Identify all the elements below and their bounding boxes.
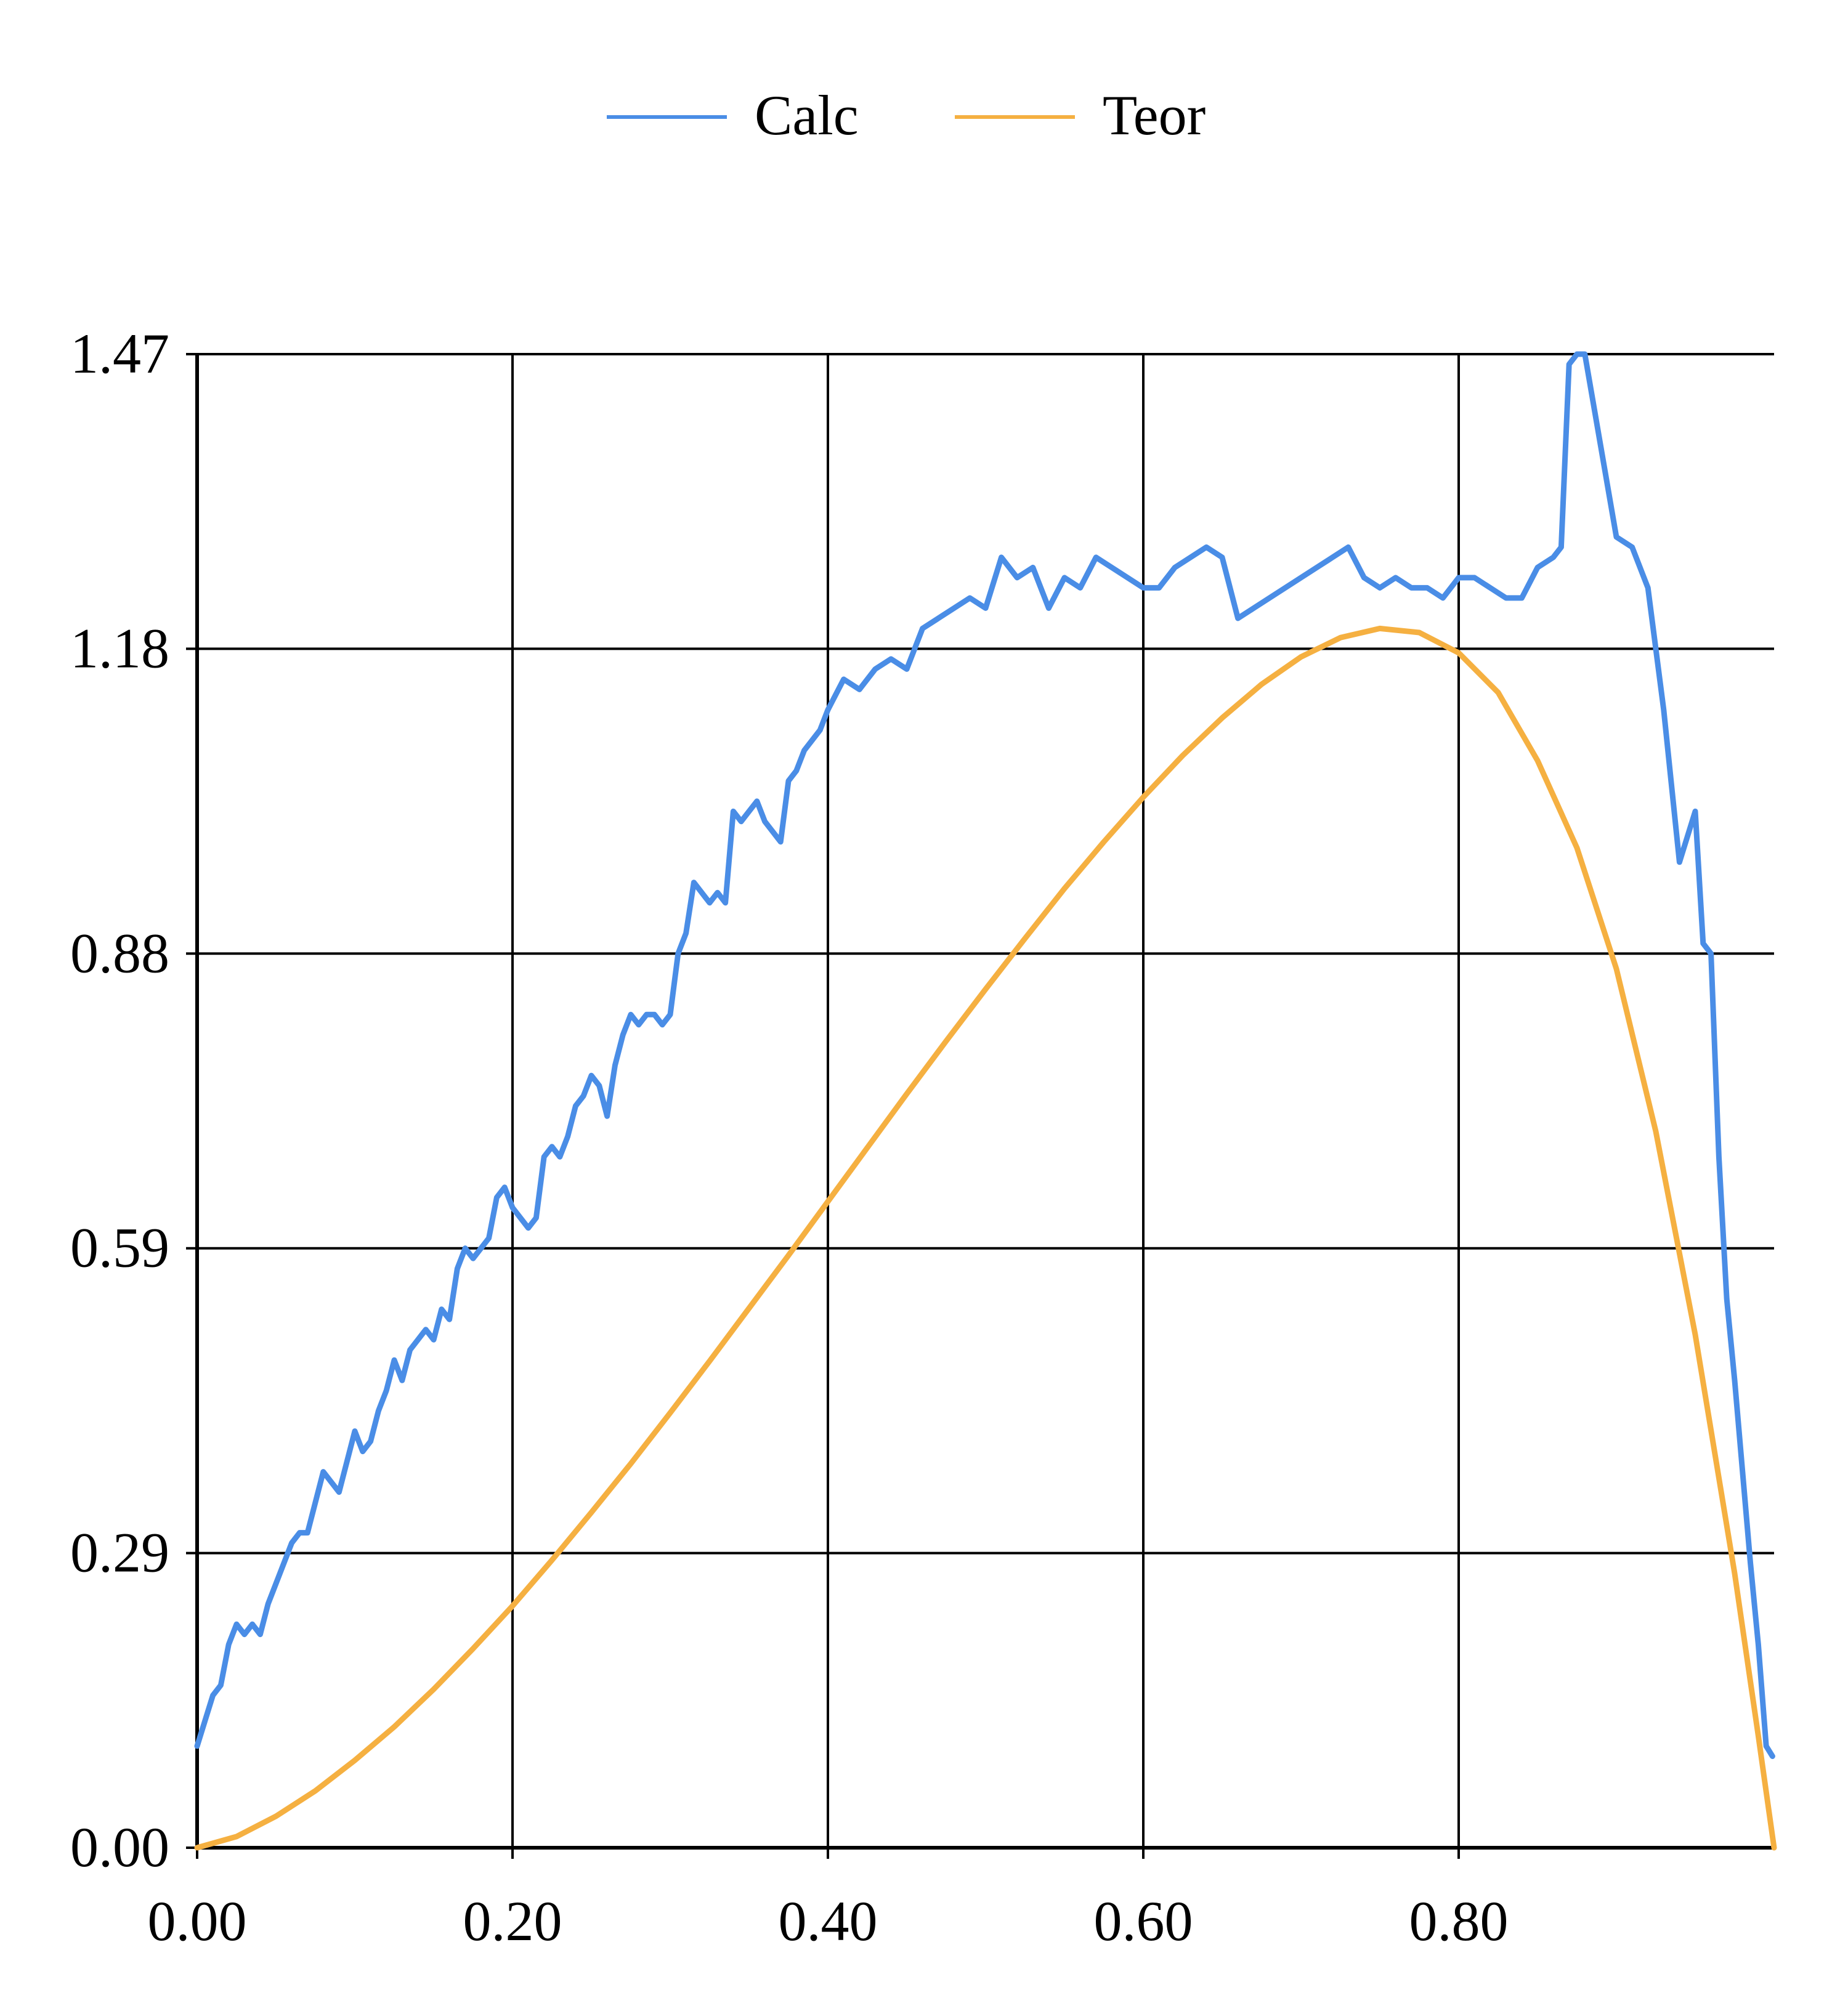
y-tick-label: 0.59 bbox=[70, 1216, 169, 1279]
y-tick-labels: 0.00 0.29 0.59 0.88 1.18 1.47 bbox=[70, 322, 169, 1879]
y-tick-label: 0.29 bbox=[70, 1521, 169, 1584]
axes bbox=[186, 353, 1774, 1859]
x-tick-labels: 0.00 0.20 0.40 0.60 0.80 bbox=[148, 1890, 1509, 1952]
grid bbox=[196, 353, 1774, 1849]
legend-label-teor: Teor bbox=[1103, 84, 1206, 147]
x-tick-label: 0.00 bbox=[148, 1890, 247, 1952]
series-layer bbox=[194, 351, 1777, 1851]
series-line-teor bbox=[194, 625, 1777, 1851]
x-tick-label: 0.60 bbox=[1094, 1890, 1193, 1952]
x-tick-label: 0.80 bbox=[1409, 1890, 1509, 1952]
y-tick-label: 0.88 bbox=[70, 921, 169, 984]
y-tick-label: 1.18 bbox=[70, 617, 169, 679]
y-tick-label: 1.47 bbox=[70, 322, 169, 385]
x-tick-label: 0.40 bbox=[779, 1890, 878, 1952]
x-tick-label: 0.20 bbox=[463, 1890, 562, 1952]
series-line-calc bbox=[194, 351, 1775, 1759]
legend-label-calc: Calc bbox=[755, 84, 859, 147]
y-tick-label: 0.00 bbox=[70, 1816, 169, 1879]
legend: Calc Teor bbox=[607, 84, 1206, 147]
